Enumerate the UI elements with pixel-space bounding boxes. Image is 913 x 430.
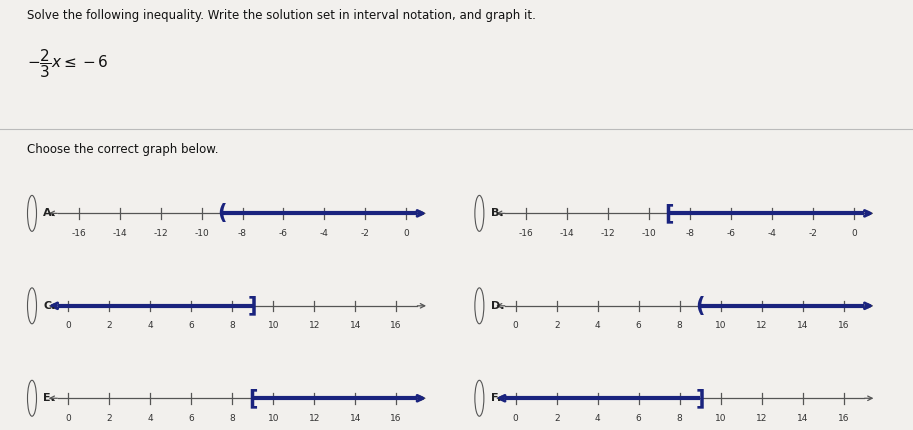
Text: 10: 10	[715, 414, 727, 423]
Text: -2: -2	[361, 229, 370, 238]
Text: Choose the correct graph below.: Choose the correct graph below.	[27, 143, 219, 156]
Text: B.: B.	[490, 209, 503, 218]
Text: -16: -16	[71, 229, 86, 238]
Text: 0: 0	[404, 229, 409, 238]
Text: 2: 2	[554, 414, 560, 423]
Text: 2: 2	[554, 321, 560, 330]
Text: (: (	[217, 203, 226, 223]
Text: Solve the following inequality. Write the solution set in interval notation, and: Solve the following inequality. Write th…	[27, 9, 536, 22]
Text: -12: -12	[153, 229, 168, 238]
Text: 16: 16	[391, 414, 402, 423]
Text: 14: 14	[350, 414, 361, 423]
Text: [: [	[248, 388, 257, 408]
Text: 10: 10	[715, 321, 727, 330]
Text: [: [	[665, 203, 674, 223]
Text: 4: 4	[595, 321, 601, 330]
Text: ]: ]	[248, 296, 257, 316]
Text: -2: -2	[808, 229, 817, 238]
Text: -10: -10	[194, 229, 209, 238]
Text: (: (	[696, 296, 705, 316]
Text: 2: 2	[107, 414, 112, 423]
Text: 6: 6	[188, 321, 194, 330]
Text: 12: 12	[309, 321, 320, 330]
Text: 0: 0	[513, 321, 519, 330]
Text: 4: 4	[148, 414, 153, 423]
Text: 14: 14	[797, 414, 808, 423]
Text: -6: -6	[279, 229, 288, 238]
Text: 8: 8	[229, 321, 236, 330]
Text: 6: 6	[635, 321, 642, 330]
Text: 16: 16	[391, 321, 402, 330]
Text: 2: 2	[107, 321, 112, 330]
Text: A.: A.	[43, 209, 57, 218]
Text: 4: 4	[148, 321, 153, 330]
Text: 16: 16	[838, 414, 849, 423]
Text: 0: 0	[513, 414, 519, 423]
Text: -8: -8	[686, 229, 695, 238]
Text: $-\dfrac{2}{3}x\leq -6$: $-\dfrac{2}{3}x\leq -6$	[27, 47, 109, 80]
Text: -4: -4	[320, 229, 329, 238]
Text: 0: 0	[851, 229, 856, 238]
Text: 8: 8	[677, 414, 683, 423]
Text: -10: -10	[642, 229, 656, 238]
Text: 14: 14	[797, 321, 808, 330]
Text: 8: 8	[229, 414, 236, 423]
Text: -4: -4	[768, 229, 776, 238]
Text: ]: ]	[696, 388, 705, 408]
Text: 6: 6	[188, 414, 194, 423]
Text: -6: -6	[727, 229, 735, 238]
Text: 16: 16	[838, 321, 849, 330]
Text: 10: 10	[268, 414, 279, 423]
Text: -16: -16	[519, 229, 533, 238]
Text: 0: 0	[66, 414, 71, 423]
Text: C.: C.	[43, 301, 56, 311]
Text: 12: 12	[756, 414, 767, 423]
Text: -14: -14	[112, 229, 127, 238]
Text: 0: 0	[66, 321, 71, 330]
Text: -14: -14	[560, 229, 574, 238]
Text: 12: 12	[756, 321, 767, 330]
Text: -12: -12	[601, 229, 615, 238]
Text: -8: -8	[238, 229, 247, 238]
Text: 6: 6	[635, 414, 642, 423]
Text: 14: 14	[350, 321, 361, 330]
Text: 8: 8	[677, 321, 683, 330]
Text: 12: 12	[309, 414, 320, 423]
Text: F.: F.	[490, 393, 500, 403]
Text: E.: E.	[43, 393, 55, 403]
Text: 4: 4	[595, 414, 601, 423]
Text: D.: D.	[490, 301, 504, 311]
Text: 10: 10	[268, 321, 279, 330]
